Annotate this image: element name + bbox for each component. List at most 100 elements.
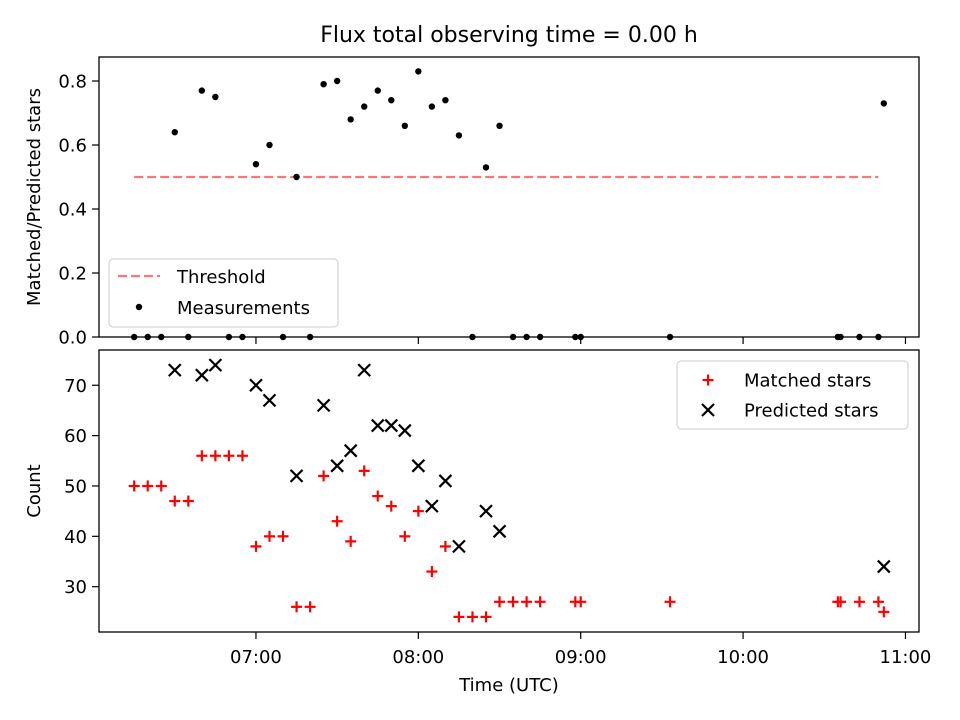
matched-star-marker [872,596,884,608]
predicted-star-marker [195,368,209,382]
y-tick-label: 0.0 [58,328,87,349]
marker-stroke [452,539,466,554]
legend-predicted-label: Predicted stars [744,401,878,422]
matched-star-marker [521,596,533,608]
measurement-point [415,68,422,75]
y-tick-label: 60 [64,426,87,447]
predicted-star-marker [208,358,223,372]
measurement-point [212,93,219,101]
bottom-panel: 30 40 50 60 70 07:00 08:00 09:00 10:00 11:00 Count… [24,349,931,696]
top-panel: 0.0 0.2 0.4 0.6 0.8 Matched/Predicted stars Th… [24,56,920,349]
measurement-point [880,100,888,107]
matched-star-marker [466,611,478,623]
marker-stroke [384,418,399,433]
x-axis-label: Time (UTC) [458,675,559,696]
y-axis-label: Matched/Predicted stars [24,88,45,306]
matched-star-marker [128,480,140,492]
legend-measurements-swatch [135,303,143,311]
y-tick-label: 0.2 [58,264,87,285]
measurement-point [442,97,449,104]
y-tick-label: 0.4 [58,200,87,221]
matched-star-marker [385,500,397,512]
legend: Matched stars Predicted stars [676,360,909,430]
matched-star-marker [345,535,357,547]
y-tick-label: 70 [64,376,87,397]
legend-measurements-label: Measurements [177,298,310,319]
matched-star-marker [507,596,519,608]
x-tick-label: 08:00 [392,647,444,668]
matched-star-marker [304,601,316,613]
matched-star-marker [534,596,546,608]
marker-stroke [370,418,385,433]
matched-star-marker [439,540,451,552]
matched-star-marker [878,606,890,618]
marker-stroke [330,459,344,473]
matched-star-marker [169,495,181,507]
predicted-star-marker [262,393,277,408]
predicted-star-marker [492,524,507,539]
matched-star-marker [426,566,438,578]
marker-stroke [167,363,182,377]
marker-stroke [208,358,223,372]
marker-stroke [877,559,891,574]
marker-stroke [249,378,263,393]
axes-frame [98,349,920,633]
measurement-point [266,141,273,149]
matched-star-marker [250,540,262,552]
matched-star-marker [196,450,208,462]
matched-star-marker [575,596,587,608]
marker-stroke [411,459,426,473]
matched-star-marker [142,480,154,492]
measurement-point [347,116,354,123]
marker-stroke [357,363,371,377]
marker-stroke [262,393,277,408]
measurement-point [198,87,206,94]
legend-matched-label: Matched stars [744,371,871,392]
matched-star-marker [399,530,411,542]
matched-star-marker [236,450,248,462]
measurement-point [401,122,409,129]
marker-stroke [398,423,412,438]
measurement-point [374,87,381,94]
axes-frame [98,56,920,338]
matched-star-marker [277,530,289,542]
matched-star-marker [453,611,465,623]
predicted-star-marker [398,423,412,438]
x-tick-label: 10:00 [717,647,769,668]
marker-stroke [492,524,507,539]
matched-star-marker [853,596,865,608]
matched-star-marker [494,596,506,608]
marker-stroke [316,398,331,413]
matched-star-marker [182,495,194,507]
marker-stroke [289,469,304,483]
legend: Threshold Measurements [108,258,339,328]
matched-star-marker [835,596,847,608]
measurement-point [361,103,368,110]
matched-star-marker [480,611,492,623]
marker-stroke [479,504,493,518]
predicted-star-marker [425,499,439,513]
predicted-star-marker [167,363,182,377]
measurement-point [320,81,327,88]
predicted-star-marker [343,443,358,458]
matched-star-marker [155,480,167,492]
measurement-point [333,77,341,85]
measurement-point [293,173,300,181]
matched-star-marker [372,490,384,502]
predicted-star-marker [438,474,453,488]
y-tick-label: 50 [64,476,87,497]
predicted-star-marker [479,504,493,518]
chart-title: Flux total observing time = 0.00 h [320,23,698,48]
predicted-star-marker [411,459,426,473]
predicted-star-marker [330,459,344,473]
measurement-point [455,132,463,139]
y-axis-label: Count [24,464,45,517]
marker-stroke [195,368,209,382]
predicted-star-marker [357,363,371,377]
matched-star-marker [331,515,343,527]
legend-threshold-label: Threshold [176,267,266,288]
measurement-point [428,103,436,110]
legend-predicted-swatch [701,403,715,417]
measurement-point [388,97,395,104]
